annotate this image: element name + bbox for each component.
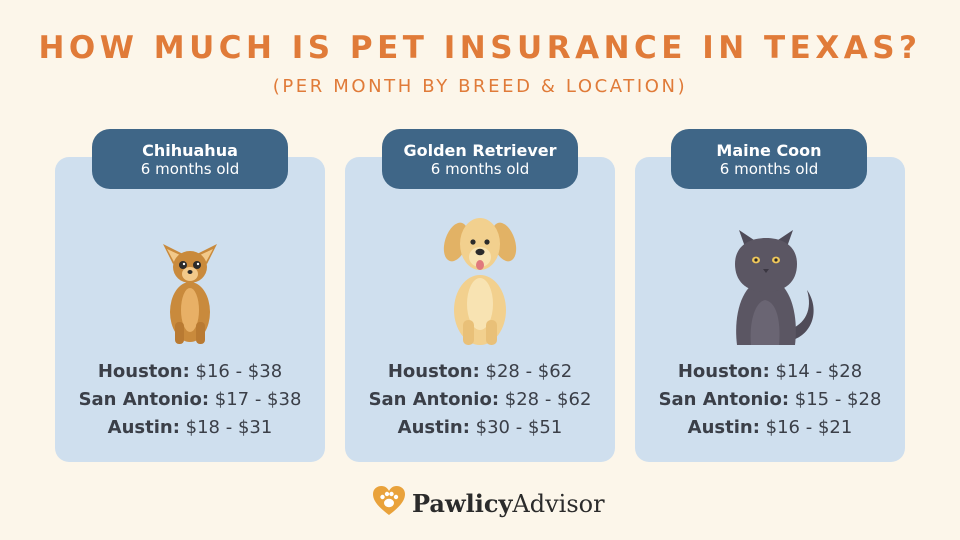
price-range: $15 - $28 xyxy=(794,389,882,410)
chihuahua-illustration xyxy=(55,212,325,347)
price-range: $14 - $28 xyxy=(775,361,863,382)
city-label: Austin: xyxy=(107,417,180,438)
price-row-san-antonio: San Antonio: $17 - $38 xyxy=(55,386,325,414)
price-row-san-antonio: San Antonio: $15 - $28 xyxy=(635,386,905,414)
golden-retriever-illustration xyxy=(345,212,615,347)
price-row-austin: Austin: $18 - $31 xyxy=(55,414,325,442)
breed-name: Golden Retriever xyxy=(403,141,557,160)
brand-name: PawlicyAdvisor xyxy=(412,489,605,518)
price-row-austin: Austin: $30 - $51 xyxy=(345,414,615,442)
price-range: $16 - $38 xyxy=(195,361,283,382)
heart-paw-icon xyxy=(372,485,406,521)
breed-age: 6 months old xyxy=(719,160,819,178)
price-range: $17 - $38 xyxy=(214,389,302,410)
city-label: Houston: xyxy=(97,361,190,382)
card-header-maine-coon: Maine Coon 6 months old xyxy=(671,129,867,189)
page-subtitle: (PER MONTH BY BREED & LOCATION) xyxy=(272,76,688,97)
price-list-maine-coon: Houston: $14 - $28 San Antonio: $15 - $2… xyxy=(635,358,905,442)
price-range: $28 - $62 xyxy=(504,389,592,410)
price-row-houston: Houston: $14 - $28 xyxy=(635,358,905,386)
city-label: Austin: xyxy=(397,417,470,438)
price-range: $18 - $31 xyxy=(185,417,273,438)
breed-age: 6 months old xyxy=(430,160,530,178)
city-label: Houston: xyxy=(387,361,480,382)
brand-name-bold: Pawlicy xyxy=(412,488,513,518)
price-row-houston: Houston: $16 - $38 xyxy=(55,358,325,386)
city-label: San Antonio: xyxy=(368,389,500,410)
breed-name: Maine Coon xyxy=(716,141,822,160)
price-row-san-antonio: San Antonio: $28 - $62 xyxy=(345,386,615,414)
city-label: San Antonio: xyxy=(658,389,790,410)
price-range: $30 - $51 xyxy=(475,417,563,438)
price-range: $16 - $21 xyxy=(765,417,853,438)
card-header-golden-retriever: Golden Retriever 6 months old xyxy=(382,129,578,189)
price-list-golden-retriever: Houston: $28 - $62 San Antonio: $28 - $6… xyxy=(345,358,615,442)
price-row-houston: Houston: $28 - $62 xyxy=(345,358,615,386)
city-label: Houston: xyxy=(677,361,770,382)
breed-age: 6 months old xyxy=(140,160,240,178)
city-label: San Antonio: xyxy=(78,389,210,410)
maine-coon-illustration xyxy=(635,212,905,347)
price-row-austin: Austin: $16 - $21 xyxy=(635,414,905,442)
page-title: HOW MUCH IS PET INSURANCE IN TEXAS? xyxy=(38,30,922,66)
city-label: Austin: xyxy=(687,417,760,438)
price-range: $28 - $62 xyxy=(485,361,573,382)
brand-name-regular: Advisor xyxy=(512,489,605,518)
breed-name: Chihuahua xyxy=(142,141,238,160)
brand-logo: PawlicyAdvisor xyxy=(372,485,605,521)
card-header-chihuahua: Chihuahua 6 months old xyxy=(92,129,288,189)
price-list-chihuahua: Houston: $16 - $38 San Antonio: $17 - $3… xyxy=(55,358,325,442)
